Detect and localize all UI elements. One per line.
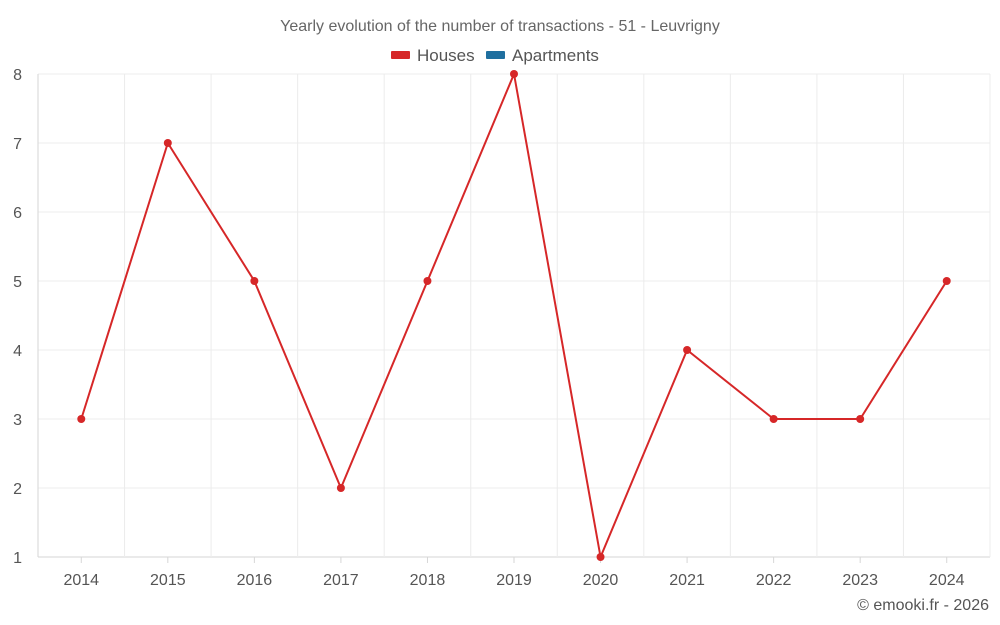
y-tick-label: 5	[13, 274, 22, 291]
legend-swatch-houses	[391, 51, 410, 59]
legend-item-apartments[interactable]: Apartments	[486, 46, 599, 65]
chart-title: Yearly evolution of the number of transa…	[280, 18, 720, 35]
y-tick-label: 6	[13, 205, 22, 222]
series-layer	[77, 70, 951, 561]
y-tick-label: 8	[13, 67, 22, 84]
x-tick-label-2016: 2016	[237, 572, 273, 589]
credit-text: © emooki.fr - 2026	[857, 597, 989, 614]
legend-label-houses: Houses	[417, 46, 475, 65]
x-tick-label-2019: 2019	[496, 572, 532, 589]
legend-label-apartments: Apartments	[512, 46, 599, 65]
data-point-houses-2023[interactable]	[856, 415, 865, 423]
y-tick-label: 2	[13, 481, 22, 498]
y-tick-label: 3	[13, 412, 22, 429]
x-tick-label-2017: 2017	[323, 572, 359, 589]
data-point-houses-2016[interactable]	[250, 277, 259, 285]
x-tick-label-2024: 2024	[929, 572, 965, 589]
data-point-houses-2014[interactable]	[77, 415, 86, 423]
legend: Houses Apartments	[391, 46, 599, 65]
legend-item-houses[interactable]: Houses	[391, 46, 475, 65]
data-point-houses-2021[interactable]	[683, 346, 692, 354]
x-tick-label-2023: 2023	[842, 572, 878, 589]
x-axis-ticks: 2014 2015 2016 2017 2018 2019 2020 2021 2022 2023…	[63, 557, 965, 589]
x-tick-label-2018: 2018	[410, 572, 446, 589]
y-tick-label: 1	[13, 550, 22, 567]
data-point-houses-2015[interactable]	[163, 139, 172, 147]
x-tick-label-2020: 2020	[583, 572, 619, 589]
y-axis-ticks: 1 2 3 4 5 6 7 8	[13, 67, 22, 567]
x-tick-label-2015: 2015	[150, 572, 186, 589]
data-point-houses-2017[interactable]	[336, 484, 345, 492]
legend-swatch-apartments	[486, 51, 505, 59]
y-tick-label: 4	[13, 343, 22, 360]
data-point-houses-2020[interactable]	[596, 553, 605, 561]
data-point-houses-2024[interactable]	[942, 277, 951, 285]
data-point-houses-2019[interactable]	[510, 70, 518, 78]
x-tick-label-2022: 2022	[756, 572, 792, 589]
data-point-houses-2018[interactable]	[423, 277, 432, 285]
x-tick-label-2021: 2021	[669, 572, 705, 589]
data-point-houses-2022[interactable]	[769, 415, 778, 423]
y-tick-label: 7	[13, 136, 22, 153]
grid	[37, 73, 991, 558]
x-tick-label-2014: 2014	[63, 572, 99, 589]
